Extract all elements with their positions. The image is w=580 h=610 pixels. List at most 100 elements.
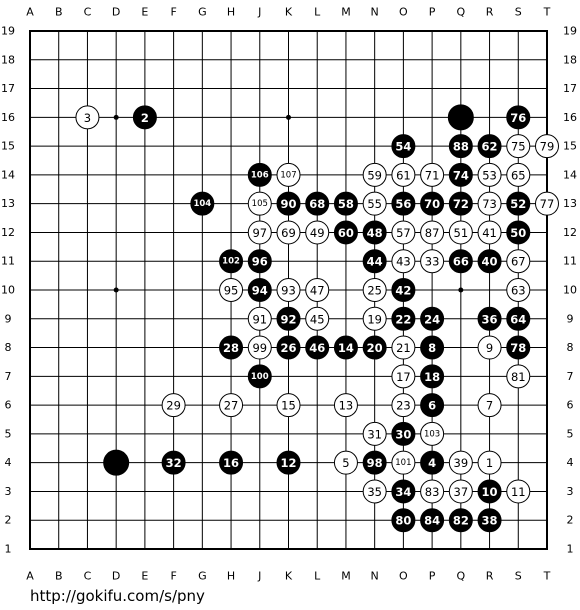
black-stone xyxy=(190,191,215,216)
row-label: 5 xyxy=(567,427,574,440)
move-number: 40 xyxy=(482,255,498,269)
white-stone xyxy=(305,306,330,331)
move-number: 65 xyxy=(511,168,526,182)
move-number: 69 xyxy=(281,226,296,240)
white-stone xyxy=(362,306,387,331)
black-stone xyxy=(362,450,387,475)
row-label: 3 xyxy=(5,485,12,498)
row-label: 12 xyxy=(1,226,15,239)
board-border xyxy=(29,30,548,550)
white-stone xyxy=(506,278,531,302)
white-stone xyxy=(247,220,272,245)
black-stone xyxy=(420,364,445,389)
move-number: 34 xyxy=(395,485,411,499)
column-label: S xyxy=(515,570,522,583)
move-number: 20 xyxy=(367,341,383,355)
white-stone xyxy=(420,421,445,446)
white-stone xyxy=(448,220,473,245)
row-label: 14 xyxy=(563,168,577,181)
move-number: 27 xyxy=(224,399,239,413)
black-stone xyxy=(219,450,244,475)
column-label: O xyxy=(399,6,408,19)
move-number: 76 xyxy=(510,111,526,125)
black-stone xyxy=(391,191,416,216)
black-stone xyxy=(219,335,244,360)
move-number: 91 xyxy=(252,312,267,326)
move-number: 95 xyxy=(224,284,239,298)
row-label: 6 xyxy=(567,399,574,412)
row-label: 1 xyxy=(567,543,574,556)
move-number: 30 xyxy=(395,427,411,441)
column-label: T xyxy=(543,570,551,583)
move-number: 18 xyxy=(424,370,440,384)
star-point xyxy=(286,114,291,120)
column-label: J xyxy=(257,6,261,19)
white-stone xyxy=(506,134,531,159)
move-number: 62 xyxy=(482,140,498,154)
black-stone xyxy=(276,450,301,475)
column-label: E xyxy=(141,6,148,19)
move-number: 29 xyxy=(166,399,181,413)
move-number: 72 xyxy=(453,197,469,211)
row-label: 18 xyxy=(563,53,577,66)
row-label: 15 xyxy=(1,140,15,153)
row-label: 19 xyxy=(563,25,577,38)
white-stone xyxy=(420,249,445,274)
column-label: G xyxy=(198,570,207,583)
black-stone xyxy=(506,335,531,360)
white-stone xyxy=(362,421,387,446)
column-label: Q xyxy=(456,570,465,583)
row-label: 4 xyxy=(5,456,12,469)
move-number: 11 xyxy=(511,485,526,499)
move-number: 80 xyxy=(395,514,411,528)
black-stone xyxy=(391,479,416,504)
move-number: 71 xyxy=(425,168,440,182)
move-number: 74 xyxy=(453,168,469,182)
black-stone xyxy=(477,306,502,331)
column-label: L xyxy=(314,6,321,19)
move-number: 17 xyxy=(396,370,411,384)
black-stone xyxy=(420,191,445,216)
black-stone xyxy=(247,249,272,274)
move-number: 102 xyxy=(222,257,240,267)
white-stone xyxy=(219,393,244,418)
row-label: 8 xyxy=(567,341,574,354)
column-label: P xyxy=(429,570,436,583)
move-number: 98 xyxy=(367,456,383,470)
column-label: S xyxy=(515,6,522,19)
move-number: 55 xyxy=(367,197,382,211)
white-stone xyxy=(219,278,244,302)
white-stone xyxy=(391,364,416,389)
white-stone xyxy=(535,134,559,159)
row-label: 11 xyxy=(563,255,577,268)
black-stone xyxy=(132,105,157,130)
move-number: 60 xyxy=(338,226,354,240)
white-stone xyxy=(247,191,272,216)
white-stone xyxy=(362,162,387,187)
source-url[interactable]: http://gokifu.com/s/pny xyxy=(30,587,205,605)
black-stone xyxy=(103,449,130,476)
column-label: M xyxy=(341,570,351,583)
move-number: 82 xyxy=(453,514,469,528)
move-number: 44 xyxy=(367,255,383,269)
move-number: 77 xyxy=(540,197,555,211)
column-label: D xyxy=(112,570,120,583)
move-number: 5 xyxy=(342,456,349,470)
move-number: 51 xyxy=(454,226,469,240)
move-number: 79 xyxy=(540,140,555,154)
black-stone xyxy=(391,508,416,533)
row-label: 17 xyxy=(563,82,577,95)
row-label: 9 xyxy=(5,312,12,325)
black-stone xyxy=(448,134,473,159)
black-stone xyxy=(506,105,531,130)
column-label: F xyxy=(170,6,176,19)
row-label: 17 xyxy=(1,82,15,95)
move-number: 26 xyxy=(280,341,296,355)
move-number: 47 xyxy=(310,284,325,298)
move-number: 90 xyxy=(280,197,296,211)
white-stone xyxy=(276,393,301,418)
white-stone xyxy=(391,249,416,274)
move-number: 37 xyxy=(454,485,469,499)
black-stone xyxy=(391,278,416,302)
move-number: 78 xyxy=(510,341,526,355)
